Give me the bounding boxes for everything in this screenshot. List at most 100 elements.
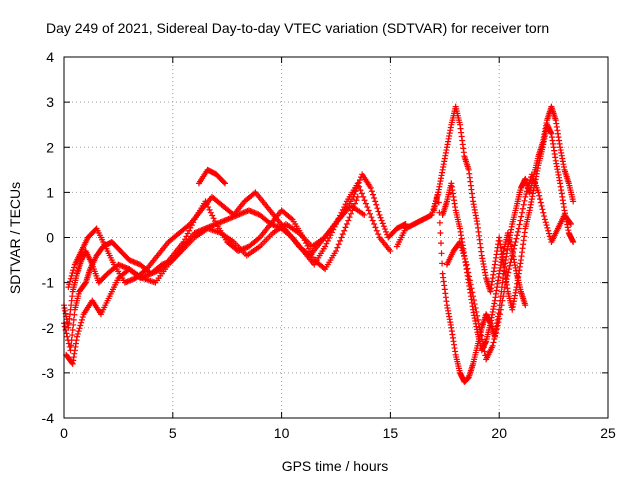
data-point-track-h (513, 235, 520, 242)
axis-ticks: 0 5 10 15 20 25 -4 -3 -2 -1 0 1 2 3 4 (42, 49, 616, 441)
data-point-track-c (380, 223, 387, 230)
data-point-track-c (379, 220, 386, 227)
data-point-track-b (180, 239, 187, 246)
data-point-track-a (387, 248, 394, 255)
data-point-track-h (541, 216, 548, 223)
data-point-track-c (142, 267, 149, 274)
data-point-track-h (516, 221, 523, 228)
data-point-track-a (365, 207, 372, 214)
chart-title: Day 249 of 2021, Sidereal Day-to-day VTE… (46, 20, 549, 36)
data-point-track-a (322, 243, 329, 250)
data-point-track-f (439, 260, 446, 267)
y-tick-label: -4 (42, 410, 55, 426)
data-point-track-f (438, 250, 445, 257)
x-axis-label: GPS time / hours (282, 458, 389, 474)
data-point-track-b (335, 241, 342, 248)
data-point-track-c (70, 267, 77, 274)
data-point-track-h (545, 230, 552, 237)
y-tick-label: -3 (42, 365, 55, 381)
grid-lines (64, 57, 608, 418)
data-point-track-h (519, 205, 526, 212)
data-point-track-a (323, 240, 330, 247)
data-point-track-c (69, 270, 76, 277)
data-point-track-h (523, 188, 530, 195)
data-point-track-h (497, 311, 504, 318)
data-point-track-a (373, 227, 380, 234)
data-point-track-b (346, 214, 353, 221)
data-point-track-h (543, 222, 550, 229)
y-tick-label: -1 (42, 275, 55, 291)
data-point-track-h (536, 192, 543, 199)
data-point-track-h (545, 227, 552, 234)
y-tick-label: -2 (42, 320, 55, 336)
data-point-track-b (182, 236, 189, 243)
data-point-track-b (338, 234, 345, 241)
data-point-track-h (501, 288, 508, 295)
data-point-track-b (70, 316, 77, 323)
data-point-track-c (381, 226, 388, 233)
data-point-track-h (474, 316, 481, 323)
data-point-track-h (542, 219, 549, 226)
data-point-track-b (305, 245, 312, 252)
data-point-track-b (337, 237, 344, 244)
data-point-track-d (75, 328, 82, 335)
data-point-track-c (355, 179, 362, 186)
data-point-track-a (358, 190, 365, 197)
data-point-track-b (68, 342, 75, 349)
data-point-track-h (492, 332, 499, 339)
data-point-track-h (496, 315, 503, 322)
data-point-track-e (222, 180, 229, 187)
data-point-track-d (77, 322, 84, 329)
y-tick-label: 0 (46, 230, 54, 246)
data-point-track-h (540, 209, 547, 216)
data-point-track-h (514, 232, 521, 239)
data-point-track-b (339, 231, 346, 238)
data-point-track-b (206, 206, 213, 213)
data-point-track-h (522, 193, 529, 200)
data-point-track-d (79, 314, 86, 321)
y-tick-label: 2 (46, 139, 54, 155)
data-point-track-b (255, 235, 262, 242)
data-point-track-h (492, 329, 499, 336)
data-point-track-h (500, 293, 507, 300)
data-point-track-b (70, 321, 77, 328)
data-point-track-h (502, 279, 509, 286)
data-point-track-b (61, 323, 68, 330)
data-point-track-c (376, 211, 383, 218)
data-point-track-c (71, 264, 78, 271)
data-marks (61, 103, 577, 385)
data-point-track-b (345, 217, 352, 224)
data-point-track-c (66, 281, 73, 288)
data-point-track-g (570, 239, 577, 246)
data-point-track-h (519, 209, 526, 216)
data-point-track-b (211, 218, 218, 225)
data-point-track-e (220, 179, 227, 186)
data-point-track-c (383, 228, 390, 235)
data-point-track-h (505, 266, 512, 273)
data-point-track-h (506, 262, 513, 269)
data-point-track-b (343, 220, 350, 227)
plot-frame (63, 56, 609, 419)
data-point-track-h (517, 217, 524, 224)
data-point-track-h (499, 297, 506, 304)
data-point-track-i (522, 302, 529, 309)
data-point-track-h (537, 196, 543, 203)
data-point-track-h (520, 201, 527, 208)
data-point-track-d (78, 319, 85, 326)
data-point-track-a (324, 237, 331, 244)
x-tick-label: 15 (383, 425, 399, 441)
data-point-track-c (369, 191, 376, 198)
data-point-track-b (184, 230, 191, 237)
data-point-track-d (76, 325, 83, 332)
data-point-track-b (81, 280, 88, 287)
data-point-track-c (354, 182, 361, 189)
data-point-track-b (320, 264, 327, 271)
x-tick-label: 25 (600, 425, 616, 441)
data-point-track-h (535, 189, 542, 196)
data-point-track-h (527, 176, 534, 183)
data-point-track-b (209, 212, 216, 219)
data-point-track-c (375, 208, 382, 215)
data-point-track-h (539, 206, 546, 213)
y-axis-label: SDTVAR / TECUs (7, 182, 23, 294)
